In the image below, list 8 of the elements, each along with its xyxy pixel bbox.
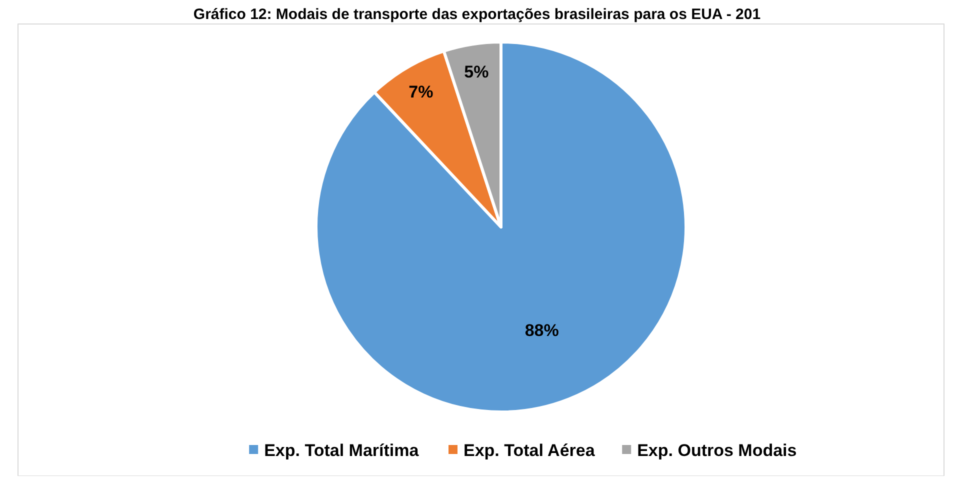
data-label: 5% <box>464 62 489 82</box>
data-label: 7% <box>408 82 434 102</box>
chart-title: Gráfico 12: Modais de transporte das exportações brasileiras para os EUA - 201 <box>193 6 761 23</box>
legend-label: Exp. Total Aérea <box>464 440 596 460</box>
legend-label: Exp. Total Marítima <box>264 440 420 460</box>
data-label: 88% <box>524 321 559 340</box>
legend-label: Exp. Outros Modais <box>637 440 797 460</box>
pie-slice <box>314 40 688 414</box>
